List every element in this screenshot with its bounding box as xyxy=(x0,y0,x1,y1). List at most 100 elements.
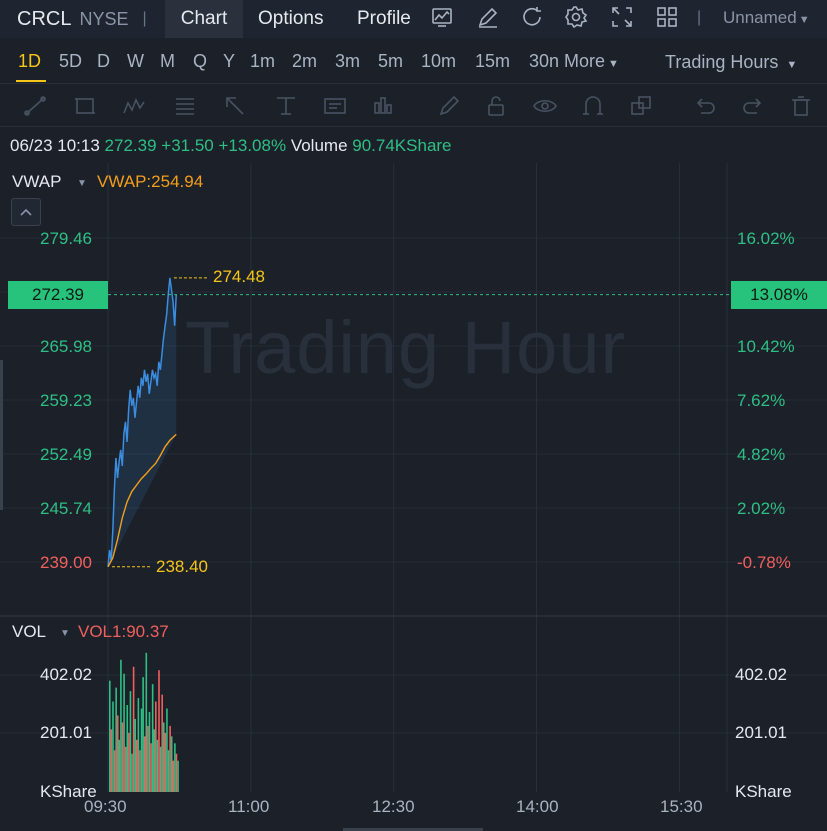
pct-label: 4.82% xyxy=(737,445,786,464)
price-label: 252.49 xyxy=(40,445,92,464)
volume-bar xyxy=(110,729,113,792)
redo-icon[interactable] xyxy=(740,93,766,119)
magnet-icon[interactable] xyxy=(580,93,606,119)
lock-icon[interactable] xyxy=(483,93,509,119)
settings-icon[interactable] xyxy=(564,5,588,29)
price-area-fill xyxy=(108,277,177,567)
left-scroll-edge[interactable] xyxy=(0,360,3,510)
volume-value: 90.74KShare xyxy=(352,136,452,155)
bars-pattern-icon[interactable] xyxy=(370,93,396,119)
pct-label: 2.02% xyxy=(737,499,786,518)
period-y[interactable]: Y xyxy=(223,51,236,71)
draw-icon[interactable] xyxy=(476,5,500,29)
clone-icon[interactable] xyxy=(628,93,654,119)
volume-bar xyxy=(164,732,167,792)
period-15m[interactable]: 15m xyxy=(475,51,511,71)
pencil-icon[interactable] xyxy=(436,93,462,119)
top-bar: CRCL NYSE | xyxy=(0,0,827,38)
time-label: 12:30 xyxy=(372,797,415,816)
fib-icon[interactable] xyxy=(172,93,198,119)
period-1d[interactable]: 1D xyxy=(18,51,42,71)
volume-bar xyxy=(174,743,176,792)
trash-icon[interactable] xyxy=(788,93,814,119)
volume-bar xyxy=(162,722,165,792)
period-2m[interactable]: 2m xyxy=(292,51,318,71)
vwap-indicator-label[interactable]: VWAP xyxy=(12,172,62,191)
period-d[interactable]: D xyxy=(97,51,110,71)
active-period-indicator xyxy=(16,80,46,82)
period-q[interactable]: Q xyxy=(193,51,208,71)
divider: | xyxy=(697,9,702,26)
price-label: 279.46 xyxy=(40,229,92,248)
session-label: Trading Hours xyxy=(665,52,779,72)
exchange-label: NYSE xyxy=(79,8,129,29)
collapse-button[interactable] xyxy=(11,198,41,226)
tab-profile[interactable]: Profile xyxy=(357,8,411,29)
volume-bar xyxy=(156,739,159,792)
indicator-icon[interactable] xyxy=(430,5,454,29)
volume-bar xyxy=(172,760,175,792)
volume-bar xyxy=(142,677,144,792)
volume-bar xyxy=(124,746,127,792)
volume-bar xyxy=(134,718,136,792)
volume-bar xyxy=(116,715,119,792)
layout-grid-icon[interactable] xyxy=(655,5,679,29)
period-30m[interactable]: 30n xyxy=(529,51,560,71)
pct-label: 7.62% xyxy=(737,391,786,410)
volume-bar xyxy=(170,736,173,792)
arrow-icon[interactable] xyxy=(222,93,248,119)
layout-name: Unnamed xyxy=(723,8,797,27)
layout-name-dropdown[interactable]: Unnamed ▼ xyxy=(723,8,810,28)
volume-bar xyxy=(131,753,133,792)
period-5d[interactable]: 5D xyxy=(59,51,83,71)
volume-bar xyxy=(121,722,124,792)
volume-label: 201.01 xyxy=(735,723,787,742)
volume-unit: KShare xyxy=(735,782,792,801)
undo-icon[interactable] xyxy=(692,93,718,119)
quote-change-pct: +13.08% xyxy=(218,136,287,155)
time-label: 14:00 xyxy=(516,797,559,816)
period-10m[interactable]: 10m xyxy=(421,51,457,71)
vwap-line xyxy=(107,433,177,568)
current-pct-badge: 13.08% xyxy=(731,281,827,309)
volume-bar xyxy=(112,701,114,792)
pct-label: 10.42% xyxy=(737,337,795,356)
rectangle-icon[interactable] xyxy=(72,93,98,119)
refresh-icon[interactable] xyxy=(520,5,544,29)
volume-bar xyxy=(148,711,151,792)
tab-chart[interactable]: Chart xyxy=(165,0,243,38)
chevron-up-icon xyxy=(20,208,32,216)
horizontal-scrollbar[interactable] xyxy=(343,828,483,831)
volume-label: 402.02 xyxy=(735,665,787,684)
more-label: More xyxy=(564,51,606,71)
vol-indicator-label[interactable]: VOL xyxy=(12,622,47,641)
ticker-symbol: CRCL xyxy=(17,7,72,30)
period-w[interactable]: W xyxy=(127,51,144,71)
high-marker-label: 274.48 xyxy=(213,267,265,286)
period-m[interactable]: M xyxy=(160,51,175,71)
volume-bar xyxy=(126,705,129,792)
period-1m[interactable]: 1m xyxy=(250,51,276,71)
fullscreen-icon[interactable] xyxy=(610,5,634,29)
period-5m[interactable]: 5m xyxy=(378,51,404,71)
text-icon[interactable] xyxy=(322,93,348,119)
trend-line-icon[interactable] xyxy=(22,93,48,119)
tab-options[interactable]: Options xyxy=(258,8,324,29)
chevron-down-icon[interactable]: ▼ xyxy=(77,178,87,189)
price-line xyxy=(107,277,177,567)
volume-bar xyxy=(115,687,117,792)
volume-bar xyxy=(135,739,138,792)
quote-info: 06/23 10:13 272.39 +31.50 +13.08% Volume… xyxy=(10,136,452,156)
price-label: 265.98 xyxy=(40,337,92,356)
chevron-down-icon[interactable]: ▼ xyxy=(60,628,70,639)
period-3m[interactable]: 3m xyxy=(335,51,361,71)
pattern-icon[interactable] xyxy=(121,93,147,119)
measure-icon[interactable] xyxy=(273,93,299,119)
more-dropdown[interactable]: More ▼ xyxy=(564,51,619,72)
eye-icon[interactable] xyxy=(532,93,558,119)
drawing-toolbar xyxy=(0,85,827,127)
session-dropdown[interactable]: Trading Hours ▼ xyxy=(665,52,797,73)
quote-price: 272.39 xyxy=(104,136,157,155)
chevron-down-icon: ▼ xyxy=(786,59,798,71)
